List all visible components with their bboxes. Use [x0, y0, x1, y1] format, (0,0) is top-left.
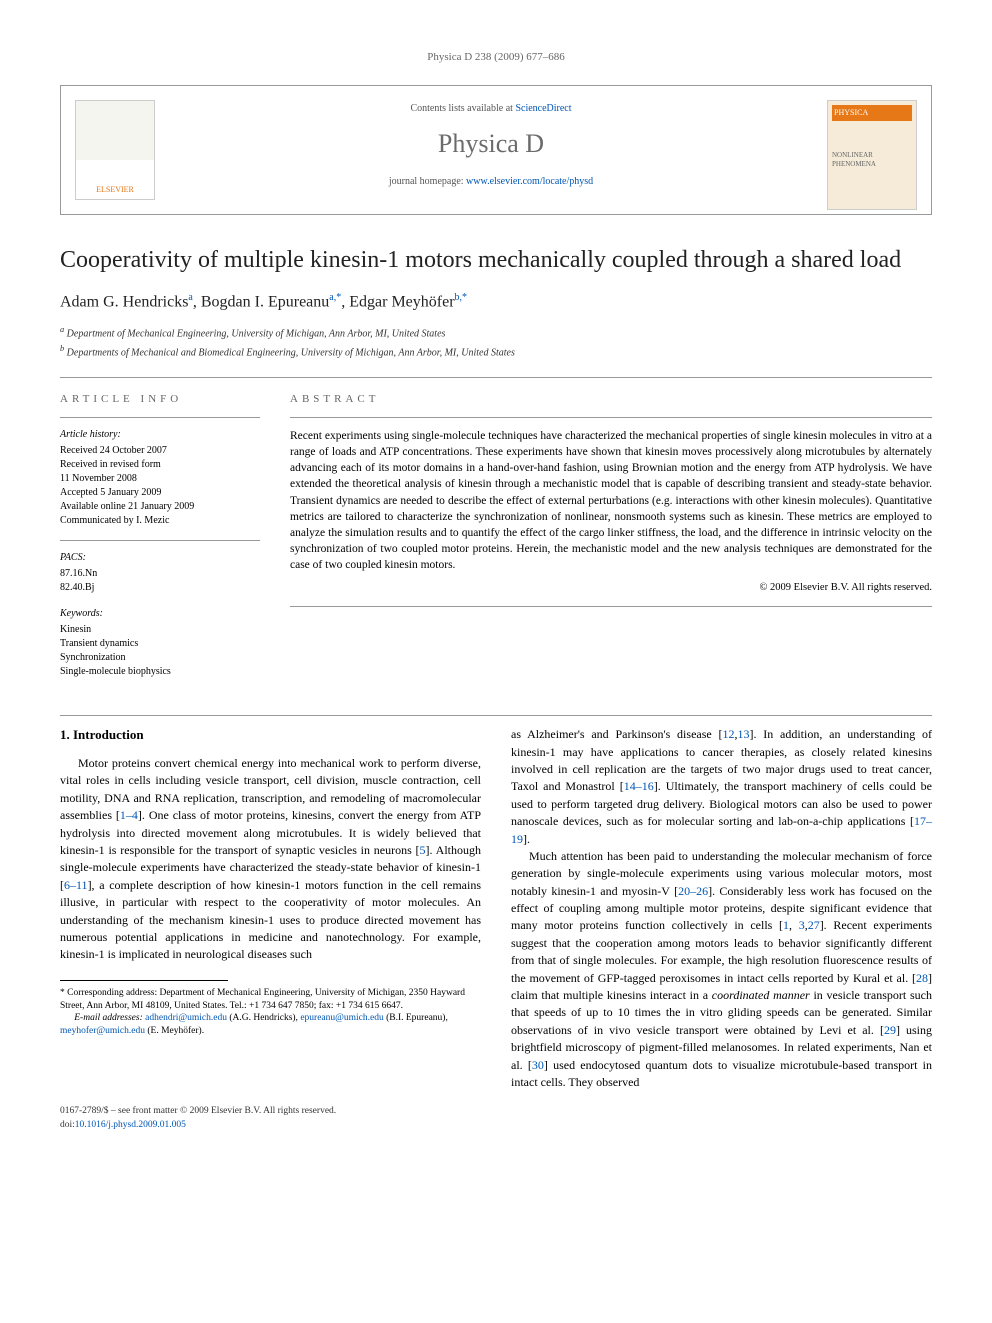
body-two-column: 1. Introduction Motor proteins convert c…: [60, 726, 932, 1091]
footnote-separator: [60, 980, 228, 981]
affil-link-a-corr[interactable]: a,*: [329, 292, 341, 303]
corr-text: Corresponding address: Department of Mec…: [60, 988, 465, 1011]
affil-link-b-corr[interactable]: b,*: [455, 292, 468, 303]
doi-link[interactable]: 10.1016/j.physd.2009.01.005: [75, 1120, 186, 1130]
intro-para-2: as Alzheimer's and Parkinson's disease […: [511, 726, 932, 848]
keywords-title: Keywords:: [60, 607, 260, 621]
email-link[interactable]: epureanu@umich.edu: [300, 1013, 383, 1023]
sciencedirect-link[interactable]: ScienceDirect: [515, 103, 571, 114]
affiliations: a Department of Mechanical Engineering, …: [60, 324, 932, 361]
section-1-heading: 1. Introduction: [60, 726, 481, 745]
history-line: Received in revised form: [60, 458, 260, 472]
page-footer: 0167-2789/$ – see front matter © 2009 El…: [60, 1105, 932, 1132]
history-line: 11 November 2008: [60, 472, 260, 486]
author-1-affil-sup: a: [188, 292, 192, 303]
issn-copyright-line: 0167-2789/$ – see front matter © 2009 El…: [60, 1105, 932, 1118]
article-info-column: ARTICLE INFO Article history: Received 2…: [60, 392, 260, 691]
pacs-title: PACS:: [60, 551, 260, 565]
author-3: Edgar Meyhöfer: [349, 294, 454, 311]
email-footnote: E-mail addresses: adhendri@umich.edu (A.…: [60, 1012, 481, 1038]
author-3-affil-sup: b,*: [455, 292, 468, 303]
contents-prefix: Contents lists available at: [410, 103, 515, 114]
ref-link[interactable]: 12: [722, 727, 734, 741]
author-2-affil-sup: a,*: [329, 292, 341, 303]
journal-cover-thumb: PHYSICA NONLINEAR PHENOMENA: [827, 100, 917, 210]
author-2: Bogdan I. Epureanu: [201, 294, 329, 311]
doi-label: doi:: [60, 1120, 75, 1130]
abstract-copyright: © 2009 Elsevier B.V. All rights reserved…: [290, 581, 932, 596]
email-link[interactable]: meyhofer@umich.edu: [60, 1026, 145, 1036]
pacs-code: 87.16.Nn: [60, 567, 260, 581]
abstract-heading: ABSTRACT: [290, 392, 932, 407]
ref-link[interactable]: 30: [532, 1058, 544, 1072]
abstract-column: ABSTRACT Recent experiments using single…: [290, 392, 932, 691]
affiliation-b: Departments of Mechanical and Biomedical…: [67, 348, 515, 359]
email-who: (E. Meyhöfer).: [145, 1026, 204, 1036]
journal-header-box: ELSEVIER PHYSICA NONLINEAR PHENOMENA Con…: [60, 85, 932, 215]
ref-link[interactable]: 29: [884, 1023, 896, 1037]
email-label: E-mail addresses:: [74, 1013, 145, 1023]
keyword: Transient dynamics: [60, 637, 260, 651]
ref-link[interactable]: 20–26: [678, 884, 708, 898]
pacs-code: 82.40.Bj: [60, 581, 260, 595]
affil-link-a[interactable]: a: [188, 292, 192, 303]
ref-link[interactable]: 13: [737, 727, 749, 741]
divider: [290, 417, 932, 418]
history-title: Article history:: [60, 428, 260, 442]
contents-available-line: Contents lists available at ScienceDirec…: [175, 102, 807, 116]
journal-homepage-line: journal homepage: www.elsevier.com/locat…: [175, 175, 807, 189]
ref-link[interactable]: 27: [808, 918, 820, 932]
keyword: Single-molecule biophysics: [60, 665, 260, 679]
text: as Alzheimer's and Parkinson's disease [: [511, 727, 722, 741]
email-link[interactable]: adhendri@umich.edu: [145, 1013, 227, 1023]
intro-para-3: Much attention has been paid to understa…: [511, 848, 932, 1091]
divider: [60, 417, 260, 418]
cover-title: PHYSICA: [832, 105, 912, 120]
article-info-heading: ARTICLE INFO: [60, 392, 260, 407]
journal-name: Physica D: [175, 126, 807, 162]
affiliation-a: Department of Mechanical Engineering, Un…: [67, 328, 446, 339]
italic-phrase: coordinated manner: [712, 988, 810, 1002]
authors-line: Adam G. Hendricksa, Bogdan I. Epureanua,…: [60, 291, 932, 314]
author-1: Adam G. Hendricks: [60, 294, 188, 311]
ref-link[interactable]: 6–11: [64, 878, 88, 892]
keyword: Synchronization: [60, 651, 260, 665]
corresponding-footnote: * Corresponding address: Department of M…: [60, 987, 481, 1013]
homepage-prefix: journal homepage:: [389, 176, 466, 187]
ref-link[interactable]: 1–4: [120, 808, 138, 822]
divider: [290, 606, 932, 607]
text: ], a complete description of how kinesin…: [60, 878, 481, 962]
history-line: Received 24 October 2007: [60, 444, 260, 458]
divider: [60, 540, 260, 541]
keyword: Kinesin: [60, 623, 260, 637]
text: ].: [523, 832, 530, 846]
history-line: Available online 21 January 2009: [60, 500, 260, 514]
ref-link[interactable]: 14–16: [624, 779, 654, 793]
email-who: (B.I. Epureanu),: [384, 1013, 448, 1023]
abstract-text: Recent experiments using single-molecule…: [290, 428, 932, 573]
intro-para-1: Motor proteins convert chemical energy i…: [60, 755, 481, 964]
history-line: Accepted 5 January 2009: [60, 486, 260, 500]
elsevier-logo: ELSEVIER: [75, 100, 155, 200]
ref-link[interactable]: 28: [916, 971, 928, 985]
text: ,: [789, 918, 799, 932]
article-title: Cooperativity of multiple kinesin-1 moto…: [60, 245, 932, 275]
cover-subtitle: NONLINEAR PHENOMENA: [832, 151, 912, 171]
text: ] used endocytosed quantum dots to visua…: [511, 1058, 932, 1089]
history-line: Communicated by I. Mezic: [60, 514, 260, 528]
journal-homepage-link[interactable]: www.elsevier.com/locate/physd: [466, 176, 593, 187]
running-header: Physica D 238 (2009) 677–686: [60, 50, 932, 65]
divider: [60, 715, 932, 716]
email-who: (A.G. Hendricks),: [227, 1013, 300, 1023]
divider: [60, 377, 932, 378]
